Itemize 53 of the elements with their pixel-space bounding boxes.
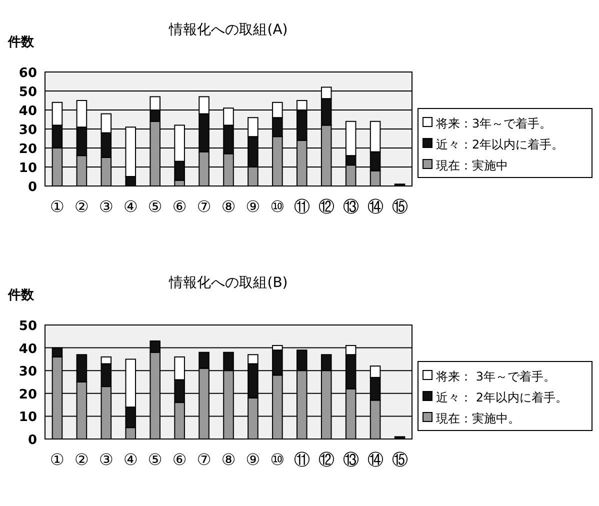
x-tick-label: ⑩ xyxy=(270,197,285,216)
y-tick-label: 30 xyxy=(18,123,37,138)
y-tick-label: 0 xyxy=(28,180,37,195)
x-tick-label: ⑮ xyxy=(392,450,408,469)
x-tick-label: ⑨ xyxy=(246,197,260,216)
x-tick-label: ③ xyxy=(98,450,114,469)
x-tick-label: ⑫ xyxy=(318,450,334,469)
legend-label: 現在：実施中。 xyxy=(436,412,520,426)
x-tick-label: ② xyxy=(74,197,89,216)
y-tick-label: 40 xyxy=(18,342,37,357)
x-tick-label: ② xyxy=(74,450,89,469)
x-tick-label: ⑭ xyxy=(367,197,384,216)
x-tick-label: ⑬ xyxy=(342,197,359,216)
x-tick-label: ⑥ xyxy=(172,197,187,216)
y-tick-label: 10 xyxy=(18,410,37,426)
legend-label: 将来：3年～で着手。 xyxy=(435,116,552,130)
legend-label: 近々： 2年以内に着手。 xyxy=(436,390,568,404)
x-tick-label: ⑧ xyxy=(221,197,236,216)
y-tick-label: 20 xyxy=(18,142,37,157)
x-tick-label: ⑮ xyxy=(392,197,408,216)
x-tick-label: ⑭ xyxy=(367,450,384,469)
y-tick-label: 60 xyxy=(18,66,37,81)
x-tick-label: ⑦ xyxy=(196,197,212,216)
x-tick-label: ⑥ xyxy=(172,450,187,469)
y-axis-title: 件数 xyxy=(7,288,35,303)
x-tick-label: ① xyxy=(50,197,64,216)
x-tick-label: ⑨ xyxy=(246,450,260,469)
x-tick-label: ⑪ xyxy=(294,197,310,216)
chart-title: 情報化への取組(B) xyxy=(168,275,288,291)
y-tick-label: 50 xyxy=(18,319,37,334)
x-tick-label: ⑪ xyxy=(294,450,310,469)
legend-label: 近々：2年以内に着手。 xyxy=(436,138,564,152)
x-tick-label: ⑫ xyxy=(318,197,334,216)
y-tick-label: 0 xyxy=(28,433,37,448)
y-tick-label: 30 xyxy=(18,364,37,380)
x-tick-label: ① xyxy=(50,450,64,469)
x-tick-label: ③ xyxy=(98,197,114,216)
y-tick-label: 20 xyxy=(18,387,37,402)
x-tick-label: ⑤ xyxy=(148,197,162,216)
x-tick-label: ⑦ xyxy=(196,450,212,469)
x-tick-label: ⑧ xyxy=(221,450,236,469)
x-tick-label: ⑬ xyxy=(342,450,359,469)
y-tick-label: 50 xyxy=(18,85,37,100)
legend-label: 将来： 3年～で着手。 xyxy=(435,370,556,384)
x-tick-label: ④ xyxy=(123,450,138,469)
y-tick-label: 10 xyxy=(18,161,37,176)
x-tick-label: ⑤ xyxy=(148,450,162,469)
x-tick-label: ④ xyxy=(123,197,138,216)
y-tick-label: 40 xyxy=(18,104,37,119)
chart-title: 情報化への取組(A) xyxy=(168,22,288,38)
x-tick-label: ⑩ xyxy=(270,450,285,469)
y-axis-title: 件数 xyxy=(7,35,35,50)
legend-label: 現在：実施中 xyxy=(436,158,508,172)
